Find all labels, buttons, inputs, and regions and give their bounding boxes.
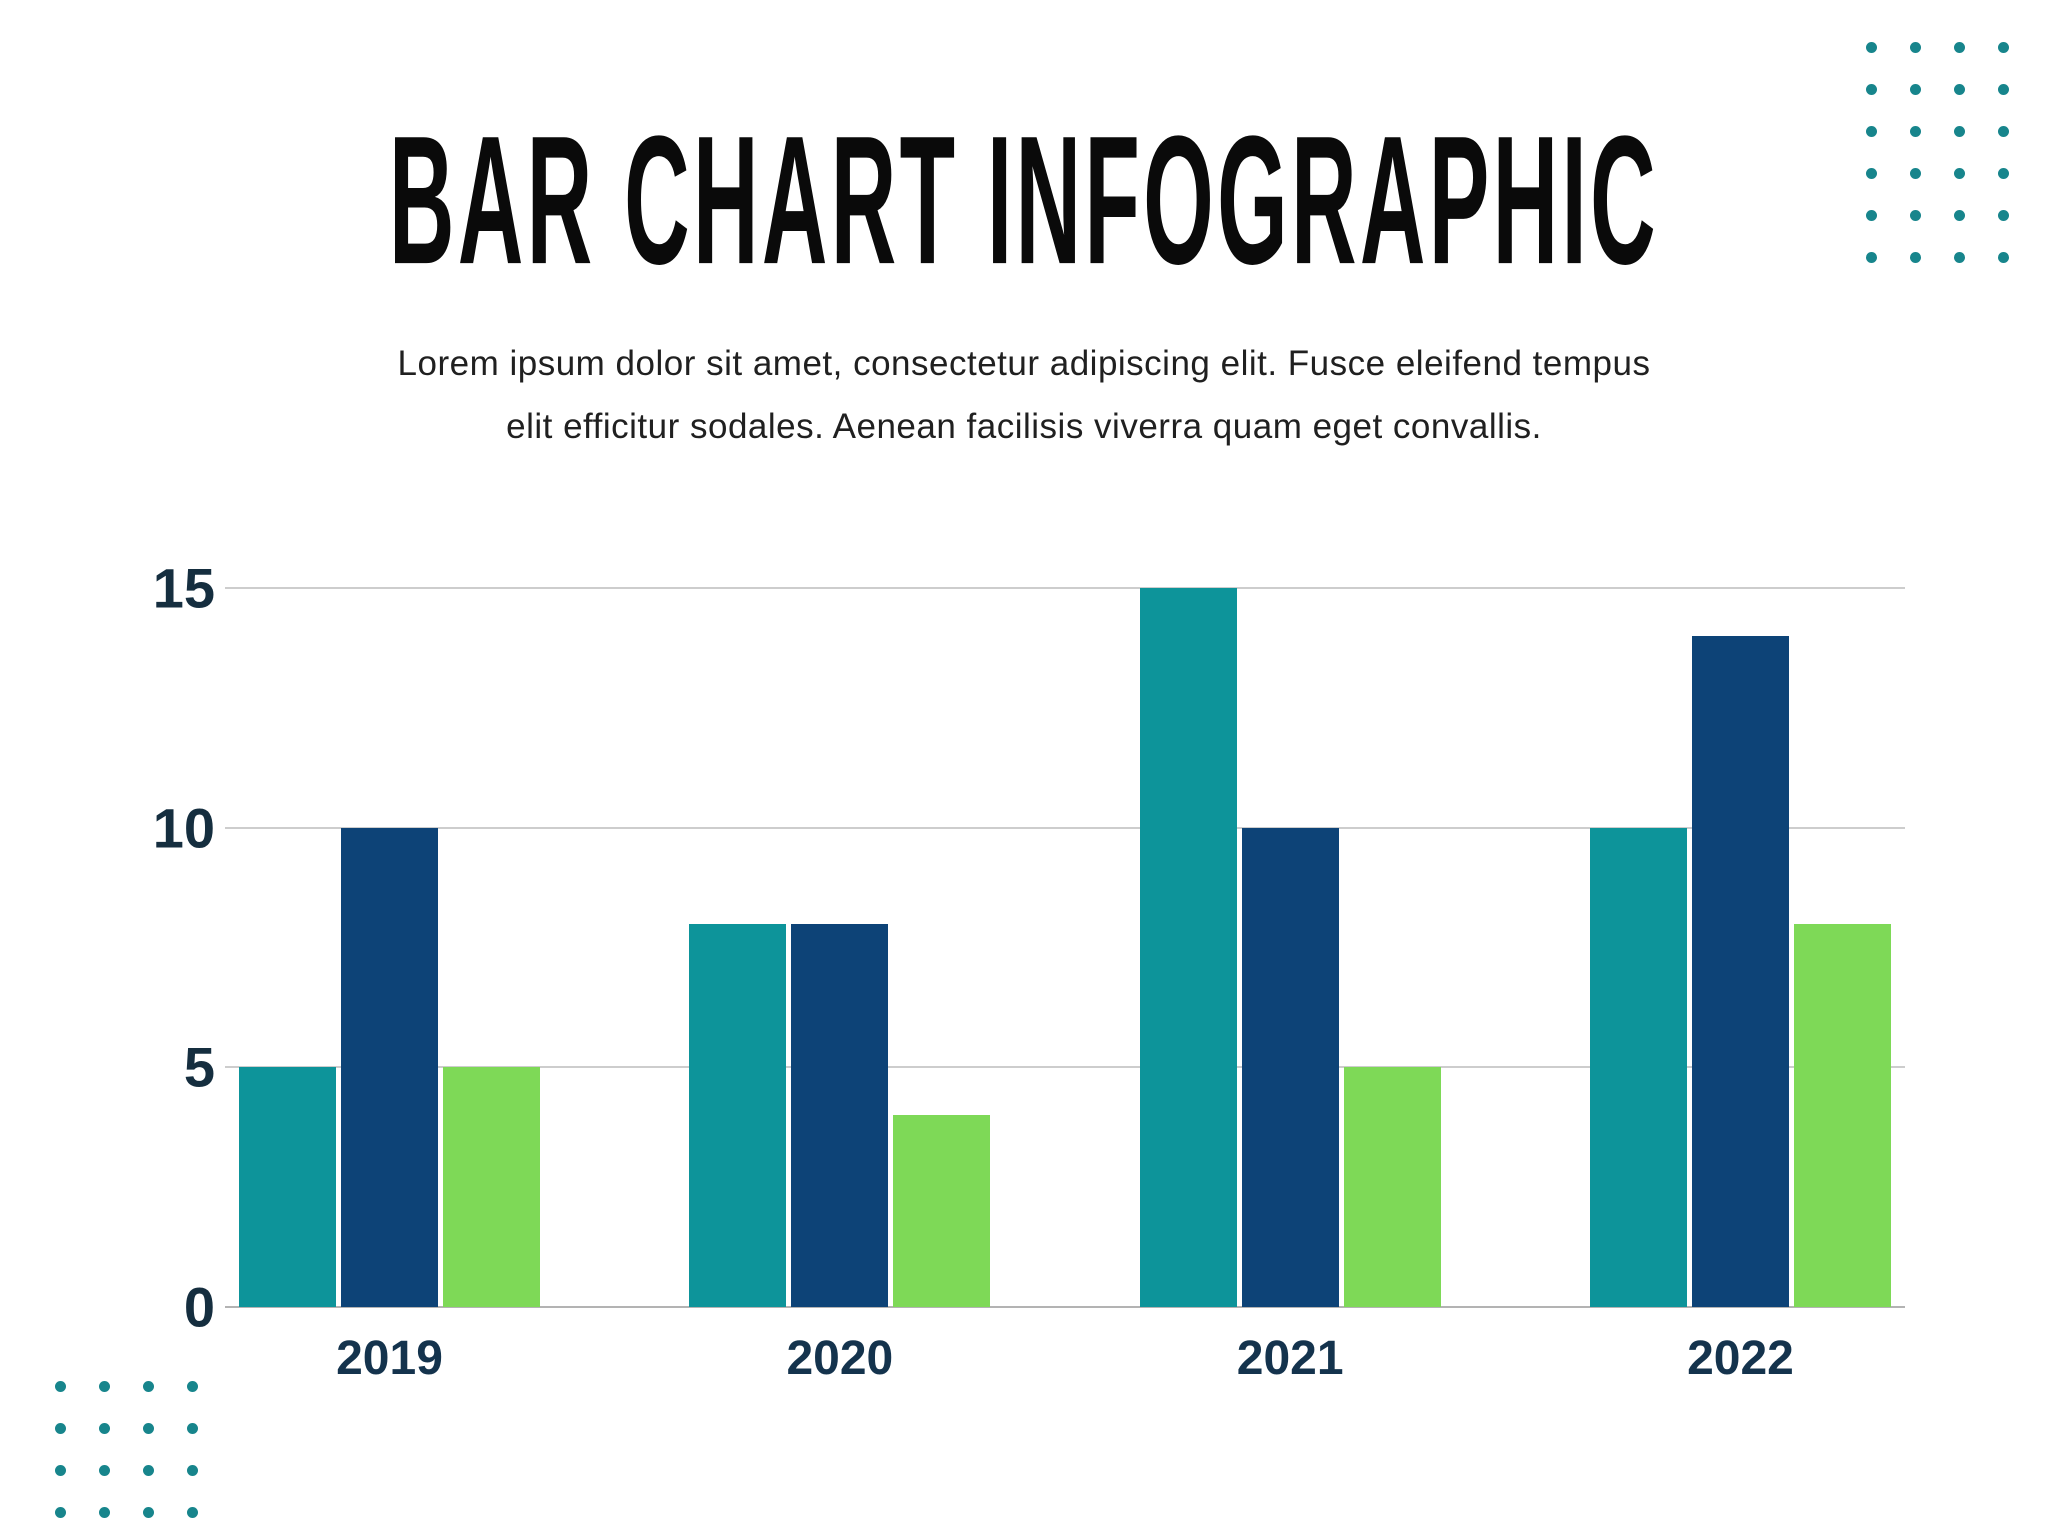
bar-group-2019: 2019 bbox=[239, 588, 540, 1385]
bar-navy-series-2020 bbox=[791, 923, 889, 1307]
plot-area: 2019 2020 2021 2022 bbox=[225, 587, 1905, 1385]
dot bbox=[1910, 42, 1921, 53]
page-title-text: BAR CHART INFOGRAPHIC bbox=[388, 97, 1660, 303]
bar-navy-series-2021 bbox=[1241, 827, 1339, 1307]
bar-chart: 15 10 5 0 2019 2020 2021 2022 bbox=[130, 557, 1905, 1385]
dot bbox=[1998, 42, 2009, 53]
dot bbox=[1910, 252, 1921, 263]
subtitle-line-1: Lorem ipsum dolor sit amet, consectetur … bbox=[397, 344, 1651, 383]
gridline bbox=[225, 587, 1905, 589]
dot bbox=[55, 1381, 66, 1392]
y-tick-label: 5 bbox=[183, 1035, 215, 1099]
dot bbox=[1866, 84, 1877, 95]
dot bbox=[1866, 126, 1877, 137]
bar-navy-series-2022 bbox=[1691, 635, 1789, 1307]
x-axis-baseline bbox=[225, 1306, 1905, 1308]
dot bbox=[1954, 84, 1965, 95]
subtitle-line-2: elit efficitur sodales. Aenean facilisis… bbox=[506, 407, 1542, 446]
y-tick-label: 0 bbox=[183, 1275, 215, 1339]
page-title: BAR CHART INFOGRAPHIC bbox=[0, 98, 2048, 303]
gridline bbox=[225, 1066, 1905, 1069]
subtitle: Lorem ipsum dolor sit amet, consectetur … bbox=[0, 332, 2048, 458]
bar-teal-series-2022 bbox=[1589, 827, 1687, 1307]
dot bbox=[187, 1381, 198, 1392]
dot bbox=[143, 1381, 154, 1392]
dot bbox=[1866, 210, 1877, 221]
dot bbox=[1998, 168, 2009, 179]
x-category-label: 2019 bbox=[336, 1332, 443, 1385]
x-category-label: 2022 bbox=[1687, 1332, 1794, 1385]
dot bbox=[143, 1507, 154, 1518]
dot bbox=[99, 1507, 110, 1518]
bar-teal-series-2021 bbox=[1139, 588, 1237, 1307]
bar-group-2022: 2022 bbox=[1589, 588, 1891, 1385]
x-category-label: 2020 bbox=[786, 1332, 894, 1385]
dot bbox=[1998, 210, 2009, 221]
dot-grid-bottom-left-decoration bbox=[55, 1381, 198, 1518]
dot bbox=[187, 1465, 198, 1476]
bar-navy-series-2019 bbox=[341, 827, 438, 1307]
bar-groups: 2019 2020 2021 2022 bbox=[225, 588, 1905, 1385]
bar-group-2021: 2021 bbox=[1139, 588, 1441, 1385]
dot bbox=[99, 1381, 110, 1392]
dot bbox=[143, 1465, 154, 1476]
dot bbox=[1954, 168, 1965, 179]
dot bbox=[1910, 84, 1921, 95]
dot-grid-top-right-decoration bbox=[1866, 42, 2009, 263]
dot bbox=[187, 1507, 198, 1518]
dot bbox=[1866, 252, 1877, 263]
bar-teal-series-2019 bbox=[239, 1067, 336, 1307]
y-tick-label: 10 bbox=[152, 796, 215, 860]
dot bbox=[1910, 168, 1921, 179]
bar-group-2020: 2020 bbox=[689, 588, 991, 1385]
gridline bbox=[225, 826, 1905, 829]
dot bbox=[1954, 210, 1965, 221]
dot bbox=[1954, 42, 1965, 53]
dot bbox=[1910, 126, 1921, 137]
dot bbox=[187, 1423, 198, 1434]
dot bbox=[1998, 84, 2009, 95]
dot bbox=[99, 1465, 110, 1476]
bar-green-series-2022 bbox=[1793, 923, 1891, 1307]
dot bbox=[1910, 210, 1921, 221]
dot bbox=[55, 1423, 66, 1434]
dot bbox=[1954, 252, 1965, 263]
bar-green-series-2019 bbox=[443, 1067, 540, 1307]
dot bbox=[1998, 126, 2009, 137]
x-category-label: 2021 bbox=[1236, 1332, 1344, 1385]
dot bbox=[143, 1423, 154, 1434]
bar-green-series-2020 bbox=[893, 1115, 991, 1307]
bar-green-series-2021 bbox=[1343, 1067, 1441, 1307]
dot bbox=[55, 1507, 66, 1518]
dot bbox=[55, 1465, 66, 1476]
dot bbox=[1866, 42, 1877, 53]
dot bbox=[1954, 126, 1965, 137]
dot bbox=[1866, 168, 1877, 179]
y-tick-label: 15 bbox=[152, 556, 215, 620]
dot bbox=[1998, 252, 2009, 263]
bar-teal-series-2020 bbox=[689, 923, 787, 1307]
dot bbox=[99, 1423, 110, 1434]
